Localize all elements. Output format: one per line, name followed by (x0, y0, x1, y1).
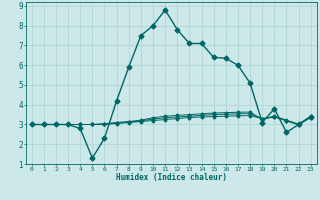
X-axis label: Humidex (Indice chaleur): Humidex (Indice chaleur) (116, 173, 227, 182)
